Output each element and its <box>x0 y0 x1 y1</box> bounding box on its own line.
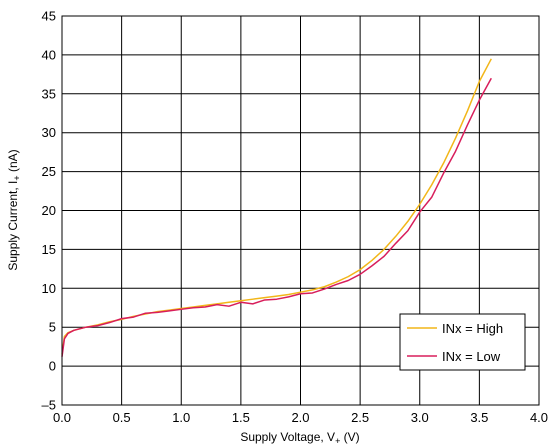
x-tick-label: 1.0 <box>172 410 190 425</box>
x-tick-label: 2.0 <box>291 410 309 425</box>
series-line-low <box>61 77 492 357</box>
y-tick-label: 0 <box>49 359 56 374</box>
legend: INx = High INx = Low <box>399 313 526 371</box>
y-tick-label: 5 <box>49 320 56 335</box>
x-tick-label: 3.0 <box>411 410 429 425</box>
y-tick-label: –5 <box>42 398 56 413</box>
y-tick-label: 30 <box>42 125 56 140</box>
x-axis-label-unit: (V) <box>340 430 359 444</box>
y-tick-labels: –5 0 5 10 15 20 25 30 35 40 45 <box>42 9 56 413</box>
x-tick-labels: 0.0 0.5 1.0 1.5 2.0 2.5 3.0 3.5 4.0 <box>53 410 548 425</box>
x-axis-label: Supply Voltage, V+ (V) <box>240 430 359 446</box>
x-tick-label: 2.5 <box>351 410 369 425</box>
x-tick-label: 4.0 <box>530 410 548 425</box>
y-tick-label: 25 <box>42 164 56 179</box>
x-tick-label: 0.5 <box>113 410 131 425</box>
legend-box <box>399 313 526 371</box>
y-axis-label-unit: (nA) <box>6 149 20 175</box>
y-tick-label: 10 <box>42 281 56 296</box>
x-tick-label: 0.0 <box>53 410 71 425</box>
legend-label-low: INx = Low <box>442 349 501 364</box>
y-axis-label: Supply Current, I+ (nA) <box>6 149 22 270</box>
y-tick-label: 15 <box>42 242 56 257</box>
y-axis-label-subscript: + <box>12 175 22 180</box>
y-tick-label: 35 <box>42 86 56 101</box>
x-axis-label-subscript: + <box>335 436 340 446</box>
legend-label-high: INx = High <box>442 321 503 336</box>
y-tick-label: 20 <box>42 203 56 218</box>
y-tick-label: 45 <box>42 9 56 24</box>
y-tick-label: 40 <box>42 47 56 62</box>
x-tick-label: 3.5 <box>470 410 488 425</box>
plot-frame <box>61 15 540 406</box>
series-lines <box>61 58 492 357</box>
x-tick-label: 1.5 <box>232 410 250 425</box>
